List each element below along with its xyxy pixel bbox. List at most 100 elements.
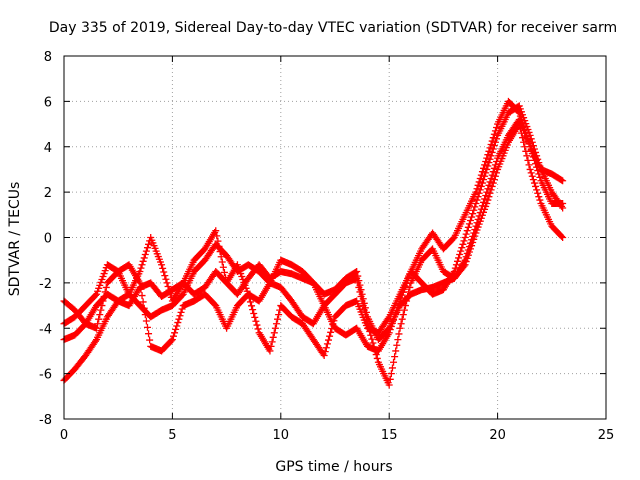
data-point [475, 178, 483, 186]
data-point [558, 176, 566, 184]
data-point [480, 176, 488, 184]
data-point [558, 202, 566, 210]
data-point [451, 264, 459, 272]
data-point [145, 240, 153, 248]
data-point [138, 292, 146, 300]
chart-title: Day 335 of 2019, Sidereal Day-to-day VTE… [49, 20, 617, 36]
data-point [467, 245, 474, 253]
data-point [485, 147, 493, 155]
x-tick-label: 15 [381, 428, 398, 443]
data-point [251, 313, 259, 321]
data-point [489, 134, 497, 142]
data-point [217, 253, 225, 261]
data-point [385, 381, 393, 389]
data-point [484, 151, 492, 159]
data-point [399, 311, 407, 319]
x-tick-label: 5 [168, 428, 176, 443]
data-point [493, 135, 501, 143]
data-point [453, 257, 461, 265]
y-axis-title: SDTVAR / TECUs [7, 182, 23, 297]
data-point [368, 335, 376, 343]
data-point [484, 162, 492, 170]
data-point [463, 254, 471, 262]
data-point [488, 148, 496, 156]
data-point [519, 134, 527, 142]
data-point [215, 242, 223, 250]
data-point [558, 232, 566, 240]
data-point [483, 154, 491, 162]
data-point [527, 135, 535, 143]
y-tick-label: -2 [39, 277, 52, 292]
data-point [493, 123, 501, 131]
data-point [490, 164, 498, 172]
data-point [464, 223, 472, 231]
data-point [478, 168, 486, 176]
y-tick-label: 4 [44, 141, 52, 156]
data-point [455, 254, 463, 262]
data-point [165, 286, 173, 294]
data-point [474, 193, 482, 201]
data-point [143, 244, 151, 252]
data-point [96, 311, 104, 319]
data-point [246, 298, 254, 306]
data-point [137, 264, 145, 272]
data-point [136, 268, 144, 276]
data-point [482, 157, 490, 165]
y-tick-label: 2 [44, 186, 52, 201]
data-point [488, 182, 496, 190]
data-point [468, 242, 476, 250]
data-point [249, 306, 257, 314]
data-point [141, 311, 149, 319]
data-point [535, 193, 543, 201]
data-point [320, 351, 328, 359]
data-point [390, 316, 398, 324]
data-point [483, 199, 491, 207]
data-point [268, 338, 276, 346]
data-point [253, 321, 261, 329]
data-point [391, 313, 399, 321]
data-point [322, 344, 330, 352]
data-point [486, 189, 494, 197]
data-point [485, 181, 493, 189]
data-point [480, 164, 488, 172]
data-point [168, 336, 176, 344]
data-point [487, 140, 495, 148]
data-point [267, 342, 275, 350]
data-point [491, 172, 499, 180]
data-point [169, 332, 177, 340]
data-point [465, 248, 473, 256]
data-point [525, 161, 533, 169]
y-tick-label: -4 [39, 322, 52, 337]
data-point [458, 244, 466, 252]
data-point [532, 148, 540, 156]
data-point [102, 283, 110, 291]
data-point [387, 322, 395, 330]
y-tick-label: 8 [44, 50, 52, 65]
data-point [321, 348, 329, 356]
data-point [166, 290, 174, 298]
data-point [398, 315, 406, 323]
data-point [528, 172, 536, 180]
data-point [461, 234, 469, 241]
data-point [158, 261, 166, 269]
data-point [177, 308, 185, 316]
data-point [97, 306, 105, 314]
data-point [529, 142, 537, 150]
x-tick-label: 10 [273, 428, 290, 443]
data-point [140, 254, 148, 262]
data-point [469, 210, 477, 218]
data-point [476, 175, 484, 183]
data-point [353, 274, 361, 282]
data-point [472, 188, 480, 196]
data-point [526, 165, 534, 173]
data-point [483, 188, 491, 196]
data-point [167, 337, 175, 345]
data-point [173, 322, 181, 330]
data-point [388, 364, 396, 372]
data-point [323, 340, 331, 348]
data-point [100, 292, 108, 300]
data-point [475, 189, 483, 197]
data-point [138, 261, 146, 269]
data-point [456, 251, 464, 259]
